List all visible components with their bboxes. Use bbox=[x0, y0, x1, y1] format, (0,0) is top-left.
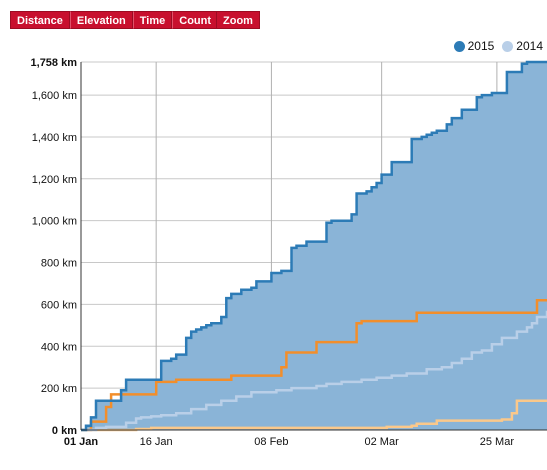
legend-item-2014[interactable]: 2014 bbox=[502, 39, 543, 53]
tab-elevation[interactable]: Elevation bbox=[69, 11, 133, 29]
x-tick-label: 16 Jan bbox=[140, 436, 173, 448]
legend-swatch-2014 bbox=[502, 40, 514, 52]
y-tick-label: 1,000 km bbox=[32, 216, 77, 228]
series-2014-line bbox=[81, 310, 547, 432]
series-4-line bbox=[81, 399, 547, 432]
y-tick-label: 800 km bbox=[41, 258, 77, 270]
tab-count[interactable]: Count bbox=[172, 11, 219, 29]
series-3-line bbox=[81, 298, 547, 432]
x-tick-label: 08 Feb bbox=[254, 436, 288, 448]
tab-time[interactable]: Time bbox=[132, 11, 173, 29]
metric-tabs: Distance Elevation Time Count bbox=[10, 11, 219, 29]
x-tick-label: 01 Jan bbox=[64, 436, 99, 448]
y-tick-label: 200 km bbox=[41, 383, 77, 395]
legend-label-2015: 2015 bbox=[467, 39, 495, 53]
legend-item-2015[interactable]: 2015 bbox=[453, 39, 495, 53]
legend: 2015 2014 bbox=[453, 39, 543, 53]
tab-distance[interactable]: Distance bbox=[10, 11, 70, 29]
legend-label-2014: 2014 bbox=[516, 39, 543, 53]
legend-swatch-2015 bbox=[453, 40, 465, 52]
y-tick-label: 1,400 km bbox=[32, 132, 77, 144]
x-tick-label: 25 Mar bbox=[480, 436, 515, 448]
series-2015-area bbox=[81, 62, 547, 430]
y-tick-label: 400 km bbox=[41, 341, 77, 353]
y-tick-label: 1,200 km bbox=[32, 174, 77, 186]
y-tick-label: 600 km bbox=[41, 299, 77, 311]
y-tick-label: 0 km bbox=[52, 425, 77, 437]
zoom-button[interactable]: Zoom bbox=[216, 11, 260, 29]
x-tick-label: 02 Mar bbox=[365, 436, 400, 448]
y-tick-label: 1,758 km bbox=[31, 57, 78, 69]
series-2015-line bbox=[81, 60, 547, 432]
y-tick-label: 1,600 km bbox=[32, 90, 77, 102]
